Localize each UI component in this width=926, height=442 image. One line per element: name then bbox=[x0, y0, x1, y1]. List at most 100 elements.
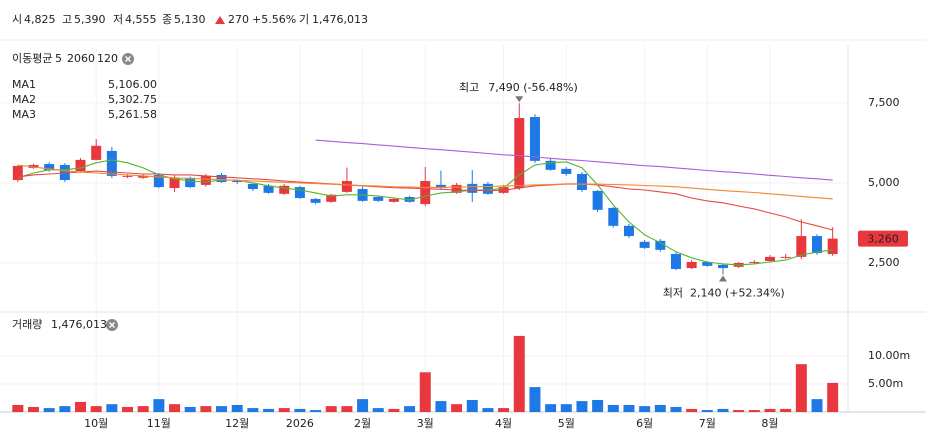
volume-bar bbox=[607, 405, 619, 412]
ma-line bbox=[17, 164, 833, 200]
candle-body bbox=[655, 240, 666, 250]
candle-body bbox=[420, 181, 431, 205]
volume-title: 거래량 bbox=[12, 318, 42, 331]
volume-bar bbox=[592, 399, 604, 412]
legend-title: 이동평균 bbox=[12, 52, 52, 65]
volume-bar bbox=[357, 399, 369, 412]
header-change-pct: +5.56% bbox=[252, 13, 296, 26]
volume-bar bbox=[341, 406, 353, 412]
volume-bar bbox=[435, 401, 447, 412]
ma-line bbox=[17, 170, 833, 231]
volume-bar bbox=[404, 406, 416, 412]
candle-body bbox=[310, 198, 321, 203]
x-tick-label: 3월 bbox=[417, 417, 434, 430]
volume-bar bbox=[419, 372, 431, 412]
candle-body bbox=[341, 181, 352, 192]
high-marker bbox=[515, 96, 524, 103]
volume-bar bbox=[482, 408, 494, 412]
volume-bar bbox=[795, 364, 807, 412]
volume-bar bbox=[545, 404, 557, 412]
candle-body bbox=[514, 117, 525, 189]
x-tick-label: 7월 bbox=[699, 417, 716, 430]
volume-bar bbox=[43, 408, 55, 412]
legend-item: 120 bbox=[97, 52, 118, 65]
candle-body bbox=[12, 165, 23, 181]
volume-bar bbox=[294, 408, 306, 412]
volume-bar bbox=[498, 408, 510, 412]
volume-bar bbox=[701, 410, 713, 412]
candle-body bbox=[75, 159, 86, 172]
x-tick-label: 6월 bbox=[636, 417, 653, 430]
volume-bar bbox=[153, 399, 165, 412]
ma-name: MA3 bbox=[12, 108, 36, 121]
legend-item: 60 bbox=[81, 52, 95, 65]
x-tick-label: 4월 bbox=[495, 417, 512, 430]
price-tag-label: 3,260 bbox=[867, 233, 899, 246]
volume-bar bbox=[764, 408, 776, 412]
candle-body bbox=[326, 194, 337, 202]
volume-bar bbox=[780, 408, 792, 412]
close-icon-x bbox=[125, 56, 131, 62]
header-label: 저 bbox=[113, 13, 123, 26]
candle-body bbox=[561, 168, 572, 174]
low-marker bbox=[718, 275, 727, 282]
volume-bar bbox=[529, 387, 541, 412]
volume-bar bbox=[310, 410, 322, 412]
volume-bar bbox=[75, 401, 87, 412]
volume-bar bbox=[748, 410, 760, 412]
candle-body bbox=[639, 241, 650, 248]
candle-body bbox=[451, 184, 462, 193]
candle-body bbox=[435, 184, 446, 189]
volume-bar bbox=[623, 405, 635, 412]
volume-bar bbox=[106, 404, 118, 412]
volume-bar bbox=[576, 401, 588, 412]
ma-line bbox=[17, 159, 833, 266]
volume-bar bbox=[90, 406, 102, 412]
volume-bar bbox=[717, 408, 729, 412]
candle-body bbox=[216, 174, 227, 182]
volume-value: 1,476,013 bbox=[51, 318, 107, 331]
volume-bar bbox=[733, 410, 745, 412]
volume-bar bbox=[169, 404, 181, 412]
candle-body bbox=[545, 160, 556, 170]
candle-body bbox=[764, 256, 775, 262]
volume-bar bbox=[216, 406, 228, 412]
low-label: 최저 bbox=[663, 286, 683, 299]
header-value: 5,390 bbox=[74, 13, 106, 26]
volume-bar bbox=[372, 408, 384, 412]
candle-body bbox=[91, 145, 102, 160]
volume-bar bbox=[263, 408, 275, 412]
volume-bar bbox=[278, 408, 290, 412]
ma-value: 5,302.75 bbox=[108, 93, 157, 106]
candle-body bbox=[623, 225, 634, 237]
legend-item: 5 bbox=[55, 52, 62, 65]
header-value: 5,130 bbox=[174, 13, 206, 26]
header-value: 4,825 bbox=[24, 13, 56, 26]
ma-value: 5,261.58 bbox=[108, 108, 157, 121]
candle-body bbox=[44, 164, 55, 171]
candle-body bbox=[185, 177, 196, 188]
candle-body bbox=[138, 175, 149, 178]
volume-bar bbox=[200, 406, 212, 412]
candle-body bbox=[827, 238, 838, 254]
y-tick-label: 7,500 bbox=[868, 96, 900, 109]
volume-bar bbox=[122, 406, 134, 412]
x-tick-label: 10월 bbox=[84, 417, 108, 430]
candle-body bbox=[122, 175, 133, 177]
volume-bar bbox=[12, 405, 24, 412]
candle-body bbox=[670, 253, 681, 270]
ma-value: 5,106.00 bbox=[108, 78, 157, 91]
legend-item: 20 bbox=[67, 52, 81, 65]
up-arrow bbox=[215, 16, 225, 24]
high-text: 7,490 (-56.48%) bbox=[488, 81, 577, 94]
header-label: 고 bbox=[62, 13, 72, 26]
price-tag bbox=[858, 230, 908, 247]
volume-bar bbox=[137, 406, 149, 412]
y-tick-label: 5.00m bbox=[868, 377, 903, 390]
volume-bar bbox=[686, 408, 698, 412]
candle-body bbox=[529, 117, 540, 161]
candle-body bbox=[467, 183, 478, 193]
volume-bar bbox=[451, 404, 463, 412]
candle-body bbox=[247, 183, 258, 190]
